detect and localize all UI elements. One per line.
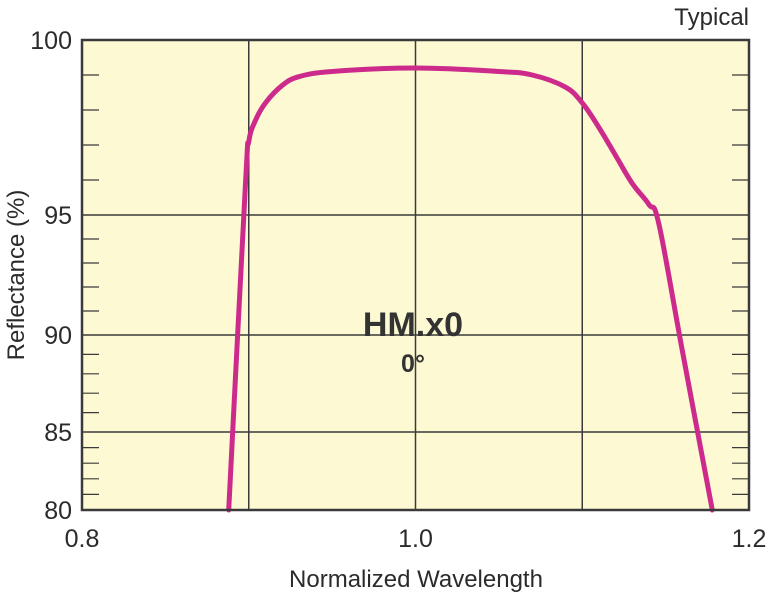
note-typical: Typical (674, 4, 749, 31)
x-tick-labels: 0.8 1.0 1.2 (65, 525, 767, 553)
y-tick-label: 80 (44, 497, 72, 525)
center-annotation-main: HM.x0 (363, 306, 463, 344)
y-tick-label: 90 (44, 322, 72, 350)
y-tick-label: 85 (44, 419, 72, 447)
plot-frame (80, 38, 751, 512)
reflectance-curve (226, 65, 715, 513)
y-tick-label: 95 (44, 202, 72, 230)
x-tick-label: 1.0 (398, 525, 433, 553)
y-tick-labels: 80 85 90 95 100 (30, 27, 72, 525)
x-tick-label: 1.2 (732, 525, 767, 553)
x-axis-title: Normalized Wavelength (289, 566, 543, 593)
center-annotation-sub: 0° (401, 350, 425, 378)
minor-ticks (82, 74, 749, 495)
grid (82, 40, 749, 510)
y-axis-title: Reflectance (%) (3, 190, 30, 361)
y-tick-label: 100 (30, 27, 72, 55)
x-tick-label: 0.8 (65, 525, 100, 553)
